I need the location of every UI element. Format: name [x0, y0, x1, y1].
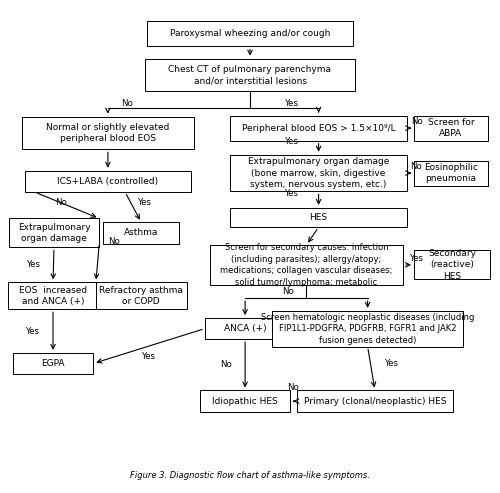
- FancyBboxPatch shape: [296, 390, 454, 412]
- Text: Yes: Yes: [385, 359, 399, 368]
- Text: Peripheral blood EOS > 1.5×10⁹/L: Peripheral blood EOS > 1.5×10⁹/L: [242, 124, 396, 133]
- FancyBboxPatch shape: [210, 245, 403, 284]
- FancyBboxPatch shape: [200, 390, 290, 412]
- Text: No: No: [410, 117, 422, 126]
- Text: Figure 3. Diagnostic flow chart of asthma-like symptoms.: Figure 3. Diagnostic flow chart of asthm…: [130, 471, 370, 481]
- FancyBboxPatch shape: [8, 218, 100, 247]
- FancyBboxPatch shape: [144, 59, 356, 91]
- FancyBboxPatch shape: [204, 318, 286, 339]
- Text: ICS+LABA (controlled): ICS+LABA (controlled): [58, 177, 158, 186]
- FancyBboxPatch shape: [414, 115, 488, 141]
- Text: Eosinophilic
pneumonia: Eosinophilic pneumonia: [424, 163, 478, 183]
- FancyBboxPatch shape: [414, 250, 490, 280]
- FancyBboxPatch shape: [8, 282, 98, 309]
- Text: No: No: [410, 162, 422, 171]
- Text: ANCA (+): ANCA (+): [224, 324, 266, 333]
- Text: Yes: Yes: [28, 260, 42, 269]
- Text: Yes: Yes: [138, 198, 151, 207]
- FancyBboxPatch shape: [96, 282, 186, 309]
- FancyBboxPatch shape: [22, 116, 194, 149]
- Text: Refractory asthma
or COPD: Refractory asthma or COPD: [100, 285, 183, 306]
- Text: Yes: Yes: [284, 138, 298, 146]
- Text: No: No: [282, 287, 294, 296]
- Text: Yes: Yes: [410, 254, 424, 263]
- Text: No: No: [122, 99, 134, 108]
- FancyBboxPatch shape: [230, 115, 407, 141]
- Text: No: No: [56, 198, 67, 207]
- Text: EGPA: EGPA: [42, 359, 65, 368]
- Text: Screen for
ABPA: Screen for ABPA: [428, 118, 474, 139]
- Text: Asthma: Asthma: [124, 228, 158, 238]
- Text: HES: HES: [310, 213, 328, 222]
- Text: No: No: [108, 237, 120, 246]
- Text: Secondary
(reactive)
HES: Secondary (reactive) HES: [428, 249, 476, 281]
- Text: Paroxysmal wheezing and/or cough: Paroxysmal wheezing and/or cough: [170, 30, 330, 38]
- Text: Yes: Yes: [284, 189, 298, 198]
- Text: EOS  increased
and ANCA (+): EOS increased and ANCA (+): [19, 285, 87, 306]
- Text: Normal or slightly elevated
peripheral blood EOS: Normal or slightly elevated peripheral b…: [46, 123, 170, 143]
- Text: Yes: Yes: [26, 326, 40, 336]
- FancyBboxPatch shape: [147, 21, 353, 46]
- FancyBboxPatch shape: [24, 171, 191, 192]
- FancyBboxPatch shape: [230, 155, 407, 191]
- Text: Extrapulmonary organ damage
(bone marrow, skin, digestive
system, nervous system: Extrapulmonary organ damage (bone marrow…: [248, 157, 390, 189]
- FancyBboxPatch shape: [272, 311, 463, 347]
- Text: Idiopathic HES: Idiopathic HES: [212, 396, 278, 406]
- Text: Extrapulmonary
organ damage: Extrapulmonary organ damage: [18, 223, 90, 243]
- FancyBboxPatch shape: [414, 161, 488, 186]
- FancyBboxPatch shape: [230, 208, 407, 227]
- Text: Primary (clonal/neoplastic) HES: Primary (clonal/neoplastic) HES: [304, 396, 446, 406]
- Text: No: No: [288, 383, 300, 392]
- Text: Screen for secondary causes: infection
(including parasites); allergy/atopy;
med: Screen for secondary causes: infection (…: [220, 243, 392, 286]
- Text: No: No: [220, 360, 232, 369]
- FancyBboxPatch shape: [12, 353, 94, 374]
- FancyBboxPatch shape: [103, 222, 179, 244]
- Text: Chest CT of pulmonary parenchyma
and/or interstitial lesions: Chest CT of pulmonary parenchyma and/or …: [168, 65, 332, 85]
- Text: Screen hematologic neoplastic diseases (including
FIP1L1-PDGFRA, PDGFRB, FGFR1 a: Screen hematologic neoplastic diseases (…: [261, 313, 474, 345]
- Text: Yes: Yes: [142, 352, 156, 361]
- Text: Yes: Yes: [284, 99, 298, 108]
